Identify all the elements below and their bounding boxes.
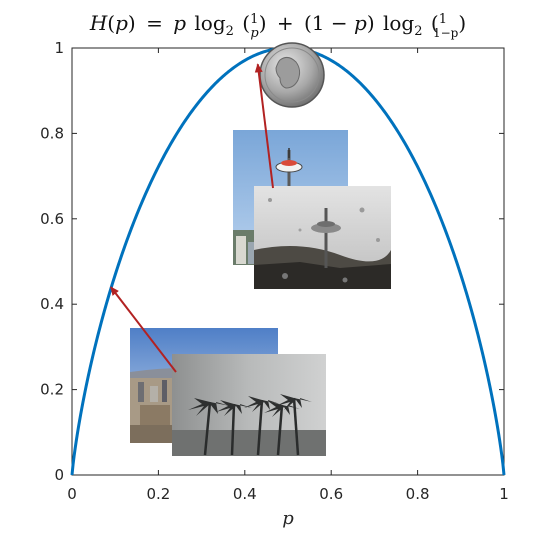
title-p2: p [173, 11, 186, 35]
title-rparen2: ) [259, 11, 267, 35]
title-base1: 2 [226, 24, 234, 39]
y-tick-label: 0.4 [40, 295, 64, 313]
title-one2: 1 [439, 12, 447, 27]
coin-quarter-image [259, 42, 325, 108]
title-lparen: ( [107, 11, 115, 35]
y-tick-label: 0.8 [40, 124, 64, 142]
rainy-space-needle-image [254, 186, 391, 289]
title-lparen3: ( [304, 11, 312, 35]
title-plus: + [277, 11, 294, 35]
title-lparen2: ( [242, 11, 250, 35]
x-tick-label: 0.8 [406, 485, 430, 503]
y-tick-label: 0.6 [40, 210, 64, 228]
title-one1: 1 [250, 12, 258, 27]
x-tick-label: 0.4 [233, 485, 257, 503]
y-tick-label: 0 [54, 466, 64, 484]
title-oneminusp: 1−p [433, 26, 459, 40]
title-log1: log [194, 11, 225, 35]
title-equals: = [146, 11, 163, 35]
x-tick-label: 0 [67, 485, 77, 503]
title-rparen4: ) [458, 11, 466, 35]
y-tick-label: 1 [54, 39, 64, 57]
annotation-arrow-storm [110, 286, 177, 373]
x-tick-label: 1 [499, 485, 509, 503]
stormy-palms-image [172, 354, 326, 456]
title-log2: log [383, 11, 414, 35]
x-tick-label: 0.2 [146, 485, 170, 503]
title-p3: p [250, 26, 259, 41]
x-axis-label: p [282, 508, 294, 529]
title-p4: p [354, 11, 367, 35]
chart-title: H(p) = p log2 (1 p) + (1 − p) log2 (1 1−p) [89, 11, 466, 41]
title-H: H [89, 11, 108, 35]
title-base2: 2 [414, 24, 422, 39]
title-rparen3: ) [367, 11, 375, 35]
title-oneminus: 1 − [312, 11, 354, 35]
x-tick-label: 0.6 [319, 485, 343, 503]
annotation-arrow-seattle [254, 63, 274, 189]
title-p: p [115, 11, 128, 35]
y-tick-label: 0.2 [40, 381, 64, 399]
title-rparen: ) [128, 11, 136, 35]
title-lparen4: ( [431, 11, 439, 35]
